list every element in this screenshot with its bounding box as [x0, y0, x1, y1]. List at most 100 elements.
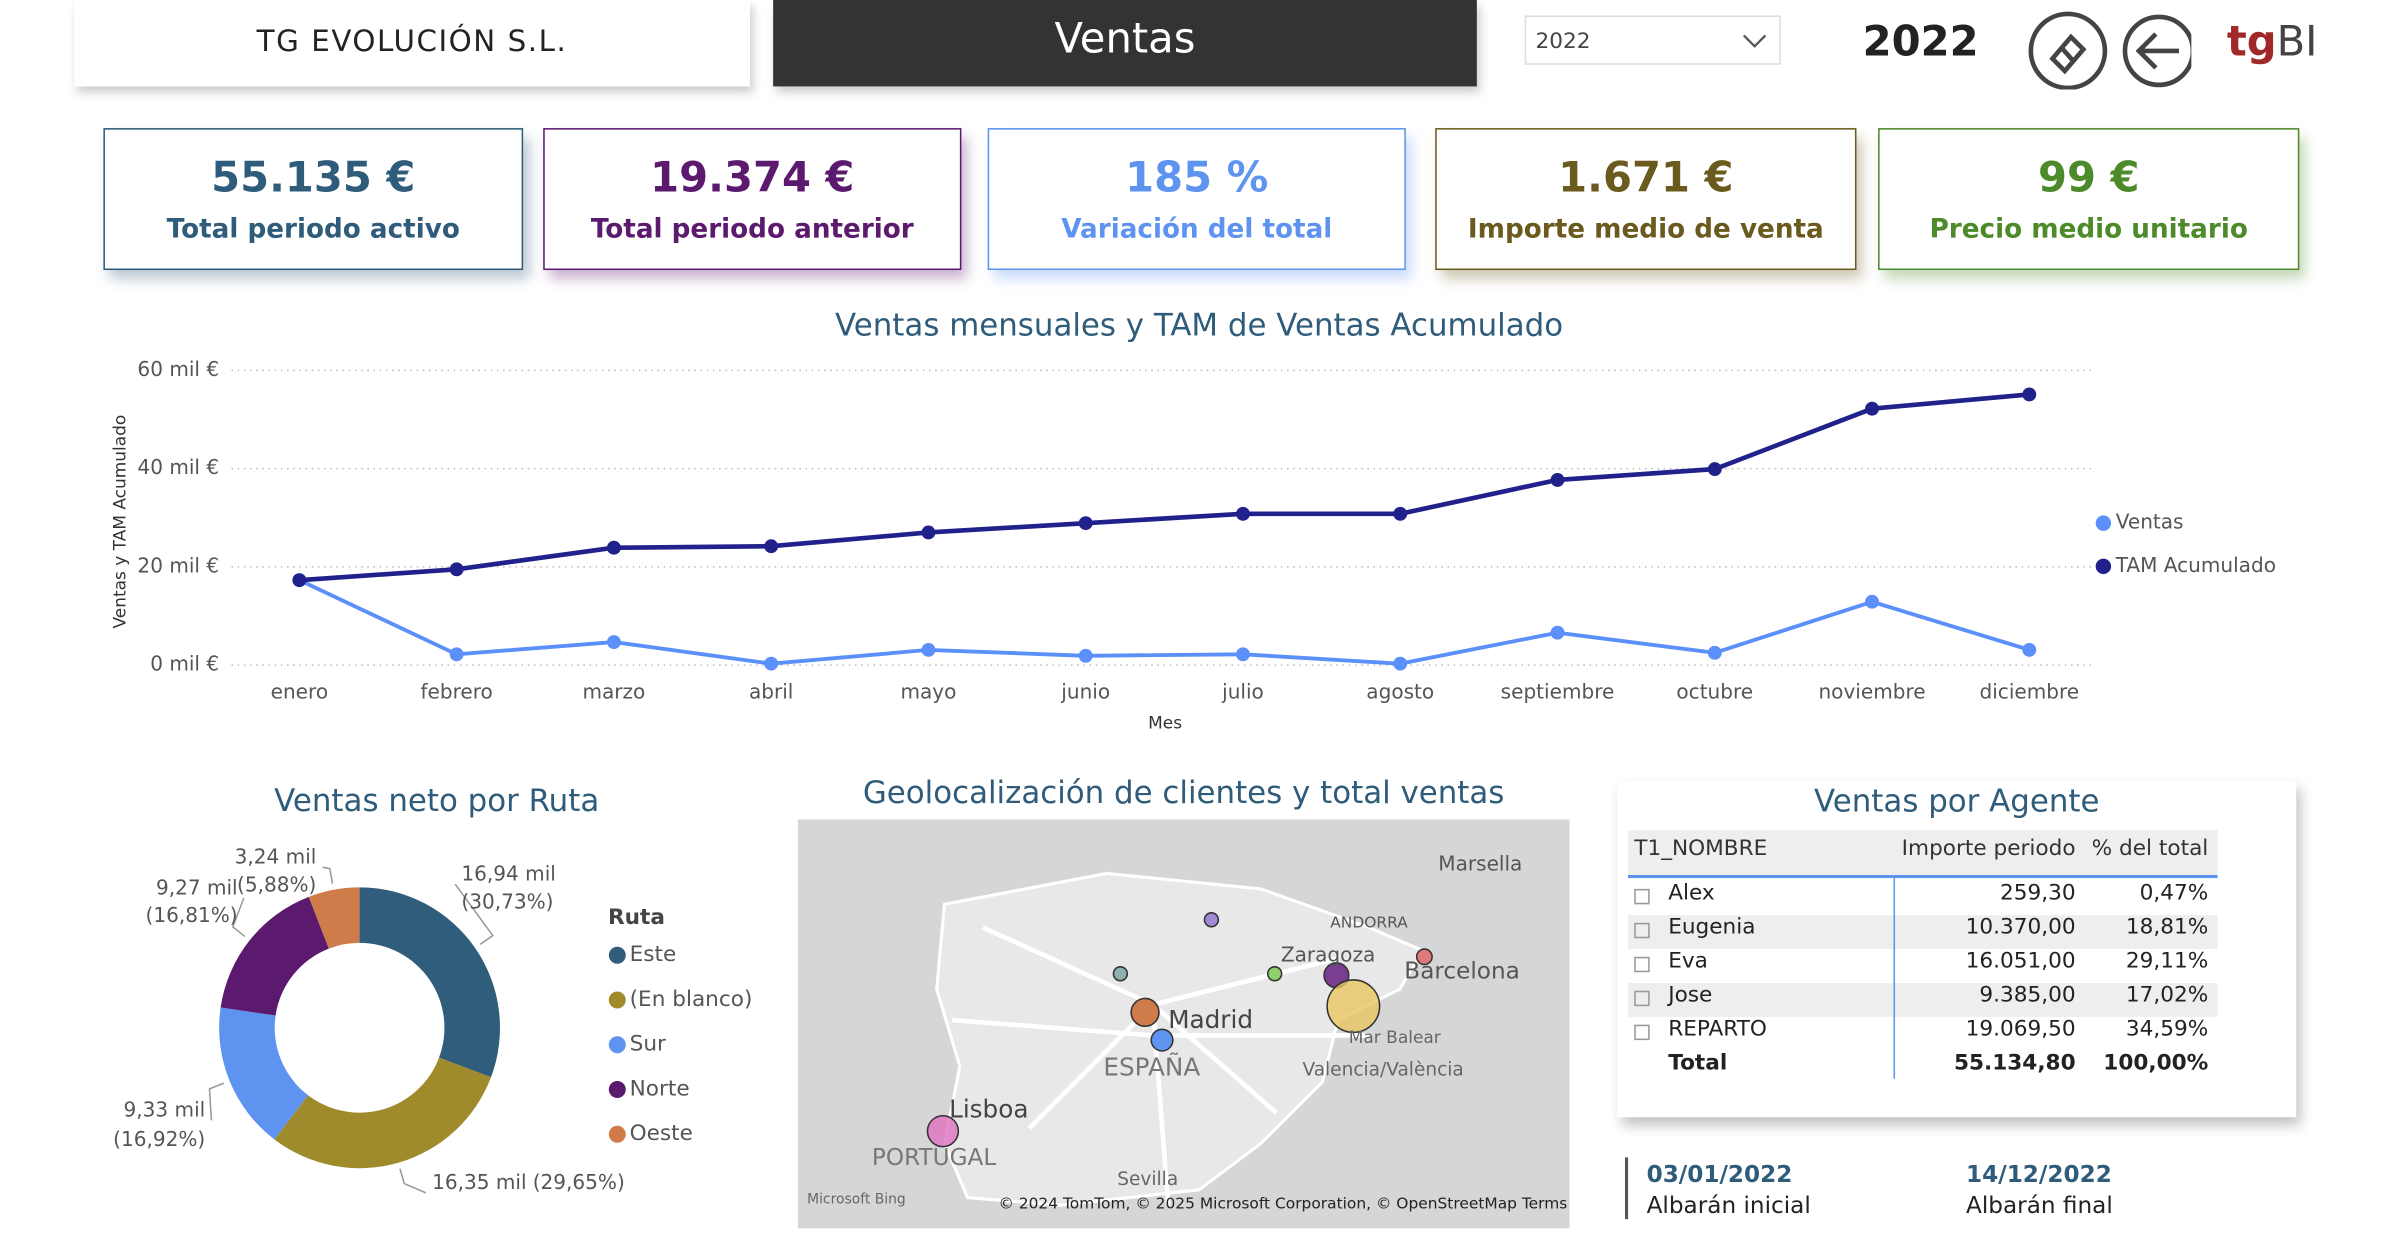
legend-marker — [608, 991, 626, 1009]
table-cell: 18,81% — [2125, 915, 2209, 940]
logo: tgBI — [2227, 19, 2318, 67]
table-cell: 17,02% — [2125, 983, 2209, 1008]
line-point — [1236, 647, 1250, 662]
map-canvas — [797, 819, 1570, 1229]
map-credits: © 2024 TomTom, © 2025 Microsoft Corporat… — [998, 1195, 1568, 1213]
slice-value-label: 16,94 mil — [461, 861, 555, 885]
donut-title: Ventas neto por Ruta — [274, 783, 599, 819]
back-button[interactable] — [2122, 14, 2192, 88]
page-title: Ventas — [1054, 15, 1196, 64]
end-label: Albarán final — [1966, 1191, 2113, 1220]
kpi-label: Total periodo anterior — [590, 214, 914, 246]
line-point — [1236, 506, 1250, 521]
table-row: Jose 9.385,00 17,02% — [1628, 983, 2218, 1017]
expand-icon — [1634, 1024, 1650, 1041]
line-point — [1078, 516, 1093, 531]
logo-bi: BI — [2276, 18, 2318, 67]
kpi-value: 185 % — [1125, 154, 1269, 203]
table-cell: Alex — [1668, 881, 1715, 906]
table-cell: 16.051,00 — [1965, 949, 2076, 974]
donut-slice — [359, 887, 500, 1078]
kpi-card: 19.374 € Total periodo anterior — [543, 128, 962, 271]
line-point — [1865, 594, 1879, 609]
kpi-card: 55.135 € Total periodo activo — [103, 128, 524, 271]
table-row: REPARTO 19.069,50 34,59% — [1628, 1016, 2218, 1051]
x-tick-label: agosto — [1366, 679, 1434, 703]
x-tick-label: junio — [1060, 679, 1110, 703]
map-label: Sevilla — [1117, 1168, 1179, 1190]
line-point — [1550, 472, 1565, 487]
header-cell: Importe periodo — [1901, 836, 2076, 862]
y-tick-label: 60 mil € — [137, 357, 219, 381]
kpi-value: 19.374 € — [650, 154, 855, 203]
legend-marker — [608, 946, 626, 964]
line-point — [1393, 656, 1408, 671]
x-tick-label: julio — [1221, 679, 1264, 703]
expand-icon — [1634, 922, 1650, 939]
donut-legend-title: Ruta — [608, 905, 665, 930]
x-tick-label: marzo — [582, 679, 645, 703]
legend-label: TAM Acumulado — [2115, 553, 2276, 577]
table-cell: 10.370,00 — [1965, 915, 2076, 940]
expand-icon — [1634, 990, 1650, 1007]
legend-marker — [608, 1081, 626, 1098]
kpi-value: 55.135 € — [211, 154, 416, 203]
slice-value-label: 16,35 mil — [432, 1170, 526, 1194]
donut-slice — [219, 1007, 309, 1140]
table-row: Eugenia 10.370,00 18,81% — [1628, 915, 2218, 950]
table-title: Ventas por Agente — [1814, 782, 2100, 820]
donut-slice — [308, 887, 360, 949]
kpi-card: 1.671 € Importe medio de venta — [1435, 128, 1857, 271]
table-cell: 19.069,50 — [1965, 1016, 2076, 1042]
y-tick-label: 0 mil € — [150, 652, 219, 676]
nav-buttons — [2028, 11, 2192, 90]
x-tick-label: septiembre — [1501, 679, 1615, 703]
start-date: 03/01/2022 — [1646, 1160, 1793, 1189]
expand-icon — [1634, 956, 1650, 973]
y-tick-label: 20 mil € — [137, 553, 219, 577]
eraser-button[interactable] — [2028, 11, 2108, 90]
year-dropdown[interactable]: 2022 — [1524, 15, 1781, 65]
map-label: ESPAÑA — [1103, 1052, 1201, 1082]
legend-marker — [608, 1125, 626, 1143]
x-tick-label: diciembre — [1980, 679, 2080, 703]
legend-label: (En blanco) — [630, 987, 753, 1012]
map-label: Valencia/València — [1302, 1058, 1464, 1081]
map-title: Geolocalización de clientes y total vent… — [863, 775, 1505, 811]
company-box: TG EVOLUCIÓN S.L. — [74, 0, 750, 87]
total-cell: 100,00% — [2103, 1050, 2209, 1076]
dropdown-chevron — [1742, 34, 1767, 48]
leader-line — [454, 883, 494, 945]
legend-marker — [2095, 515, 2112, 531]
line-point — [921, 525, 936, 540]
line-point — [1550, 625, 1565, 640]
table-total-row: Total 55.134,80 100,00% — [1628, 1051, 2218, 1085]
x-tick-label: mayo — [900, 679, 956, 703]
company-name: TG EVOLUCIÓN S.L. — [256, 24, 568, 59]
table-cell: 0,47% — [2139, 881, 2209, 906]
line-series — [299, 392, 2030, 583]
footer-divider — [1624, 1157, 1629, 1220]
expand-icon — [1634, 888, 1650, 905]
table-row: Alex 259,30 0,47% — [1628, 881, 2218, 916]
table-header: T1_NOMBRE Importe periodo % del total — [1628, 830, 2218, 879]
line-point — [1865, 401, 1879, 416]
line-point — [449, 647, 464, 662]
slice-percent-label: (5,88%) — [237, 872, 316, 896]
y-tick-label: 40 mil € — [137, 455, 219, 479]
kpi-label: Importe medio de venta — [1467, 214, 1824, 246]
kpi-card: 185 % Variación del total — [987, 128, 1406, 271]
dropdown-value: 2022 — [1535, 29, 1591, 55]
slice-value-label: 9,33 mil — [124, 1098, 206, 1122]
legend-label: Este — [630, 942, 677, 967]
line-point — [764, 656, 779, 671]
line-point — [292, 573, 307, 588]
map-label: ANDORRA — [1330, 915, 1408, 933]
logo-tg: tg — [2226, 18, 2277, 67]
slice-percent-label: (30,73%) — [461, 889, 553, 913]
leader-line — [322, 866, 334, 884]
total-cell: Total — [1668, 1050, 1728, 1076]
line-point — [921, 642, 936, 657]
table-cell: 259,30 — [1999, 881, 2076, 906]
